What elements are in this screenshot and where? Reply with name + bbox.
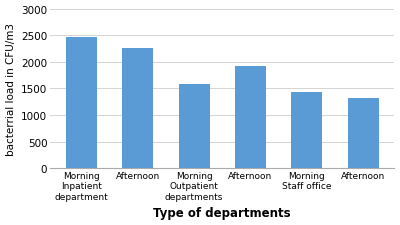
Bar <box>66 38 97 169</box>
Bar <box>235 66 266 169</box>
Bar <box>178 85 210 169</box>
Y-axis label: bacterrial load in CFU/m3: bacterrial load in CFU/m3 <box>6 23 16 155</box>
Bar <box>291 92 322 169</box>
X-axis label: Type of departments: Type of departments <box>154 207 291 219</box>
Bar <box>122 49 153 169</box>
Bar <box>348 99 379 169</box>
